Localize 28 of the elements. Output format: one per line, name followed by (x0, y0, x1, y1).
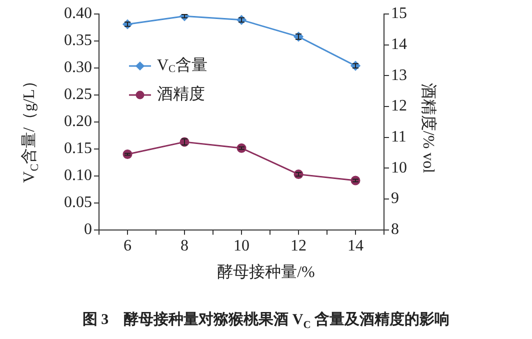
y-tick-label: 0.40 (64, 5, 92, 22)
y2-tick-label: 13 (391, 66, 407, 84)
y-tick-label: 0.20 (64, 113, 92, 130)
y-tick-label: 0.15 (64, 140, 92, 158)
y2-tick-label: 11 (391, 128, 406, 146)
x-axis-title: 酵母接种量/% (216, 262, 316, 283)
y-tick-label: 0.35 (64, 32, 92, 50)
text: 图 3 酵母接种量对猕猴桃果酒 V$_{C}$ 含量及酒精度的影响 (81, 310, 451, 331)
y-tick-label: 0.10 (64, 167, 92, 184)
y-tick-label: 0.05 (64, 194, 92, 212)
y-tick-label: 0.25 (64, 86, 92, 104)
x-tick-label: 10 (234, 238, 250, 255)
y2-tick-label: 12 (391, 98, 407, 115)
point (350, 61, 360, 71)
y2-tick-label: 15 (391, 5, 407, 22)
y2-tick-label: 9 (391, 190, 399, 208)
x-tick-label: 6 (124, 238, 132, 255)
y2-axis-title: 酒精度/% vol (418, 82, 438, 174)
y-tick-label: 0 (84, 221, 92, 238)
x-tick-label: 12 (290, 238, 306, 255)
y2-tick-label: 8 (391, 221, 399, 238)
y2-tick-label: 14 (391, 36, 407, 54)
legend-label: 酒精度 (157, 85, 205, 104)
x-tick-label: 8 (180, 238, 188, 255)
y2-tick-label: 10 (391, 159, 407, 176)
y-tick-label: 0.30 (64, 59, 92, 76)
point (294, 170, 304, 180)
x-tick-label: 14 (348, 238, 364, 255)
